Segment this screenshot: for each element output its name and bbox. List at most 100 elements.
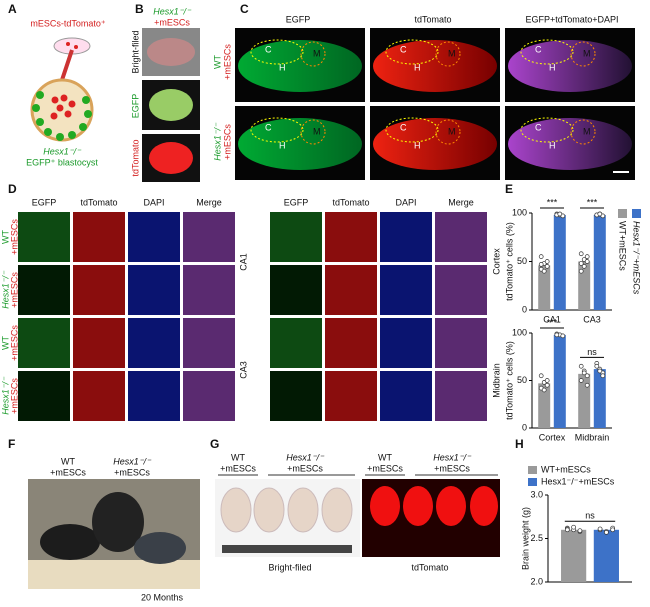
region-label: H — [549, 62, 556, 72]
row-label: +mESCs — [9, 325, 19, 361]
data-point — [560, 333, 566, 339]
label: +mESCs — [367, 463, 403, 473]
micrograph — [270, 265, 322, 315]
region-label: C — [400, 44, 407, 54]
column-header: Merge — [196, 197, 222, 207]
micrograph — [73, 212, 125, 262]
label: Bright-filed — [268, 562, 311, 572]
label: WT — [378, 452, 392, 462]
tdtomato-cells — [50, 94, 76, 120]
region-label: M — [313, 126, 321, 136]
legend-label: WT+mESCs — [541, 464, 591, 474]
micrograph — [18, 265, 70, 315]
micrograph — [270, 371, 322, 421]
region-label: H — [279, 140, 286, 150]
region-label: H — [414, 62, 421, 72]
legend-swatch — [618, 209, 627, 218]
data-point — [581, 370, 587, 376]
data-point — [578, 261, 584, 266]
column-header: Merge — [448, 197, 474, 207]
y-tick-label: 50 — [517, 375, 527, 385]
row-label: +mESCs — [222, 124, 232, 160]
row-label: Bright-filed — [130, 30, 140, 73]
label: Hesx1⁻/⁻ — [113, 456, 152, 466]
micrograph — [18, 371, 70, 421]
micrograph — [128, 318, 180, 368]
panel-label: F — [8, 437, 15, 451]
region-label: M — [448, 48, 456, 58]
region-outline — [385, 39, 439, 65]
bar — [561, 529, 587, 582]
region-outline — [570, 119, 596, 145]
micrograph — [270, 212, 322, 262]
x-tick-label: Cortex — [539, 432, 566, 442]
legend-swatch — [528, 478, 537, 486]
data-point — [541, 387, 547, 393]
region-label: CA1 — [238, 253, 248, 271]
data-point — [541, 268, 547, 274]
bar — [578, 261, 591, 310]
panel-label: G — [210, 437, 219, 451]
micrograph — [73, 265, 125, 315]
data-point — [544, 264, 550, 269]
region-outline — [435, 119, 461, 145]
y-axis-label: tdTomato⁺ cells (%) — [504, 341, 514, 420]
label: +mESCs — [154, 17, 190, 27]
bar — [553, 334, 566, 428]
y-tick-label: 100 — [512, 327, 527, 337]
embryo — [149, 142, 193, 174]
row-label: +mESCs — [9, 219, 19, 255]
row-label: tdTomato — [130, 139, 140, 176]
y-tick-label: 3.0 — [530, 489, 543, 499]
significance: ns — [587, 347, 597, 357]
micrograph — [380, 371, 432, 421]
column-header: tdTomato — [80, 197, 117, 207]
region-label: C — [265, 122, 272, 132]
column-header: EGFP — [32, 197, 57, 207]
row-label: +mESCs — [9, 378, 19, 414]
y-tick-label: 100 — [512, 207, 527, 217]
region-outline — [250, 117, 304, 143]
row-label: +mESCs — [222, 44, 232, 80]
label: +mESCs — [220, 463, 256, 473]
micrograph — [183, 212, 235, 262]
region-label: C — [400, 122, 407, 132]
region-label: M — [583, 48, 591, 58]
region-outline — [570, 41, 596, 67]
label: +mESCs — [287, 463, 323, 473]
data-point — [597, 368, 603, 374]
micrograph — [325, 265, 377, 315]
column-header: EGFP — [286, 14, 311, 24]
label: mESCs-tdTomato⁺ — [30, 18, 106, 28]
cell — [66, 42, 70, 46]
micrograph — [270, 318, 322, 368]
data-point — [577, 528, 583, 534]
data-point — [538, 254, 544, 259]
data-point — [538, 262, 544, 267]
label: WT — [231, 452, 245, 462]
brains-fluorescent — [370, 486, 498, 526]
data-point — [554, 332, 560, 338]
micrographs: EGFP tdTomato DAPI Merge EGFP tdTomato DAPI Mer… — [0, 197, 487, 421]
significance: *** — [547, 197, 558, 207]
row-label: WT — [212, 55, 222, 69]
bar — [538, 265, 551, 310]
label: tdTomato — [411, 562, 448, 572]
region-outline — [300, 119, 326, 145]
region-label: M — [313, 48, 321, 58]
region-label: Cortex — [491, 248, 501, 275]
x-tick-label: CA3 — [583, 314, 601, 324]
brains — [220, 487, 353, 533]
label: EGFP⁺ blastocyst — [26, 157, 98, 167]
region-label: H — [414, 140, 421, 150]
region-outline — [520, 117, 574, 143]
micrograph — [73, 318, 125, 368]
data-point — [584, 373, 590, 379]
y-tick-label: 0 — [522, 304, 527, 314]
row-label: +mESCs — [9, 272, 19, 308]
region-label: CA3 — [238, 361, 248, 379]
bar — [538, 383, 551, 428]
micrograph — [18, 318, 70, 368]
label: +mESCs — [114, 467, 150, 477]
